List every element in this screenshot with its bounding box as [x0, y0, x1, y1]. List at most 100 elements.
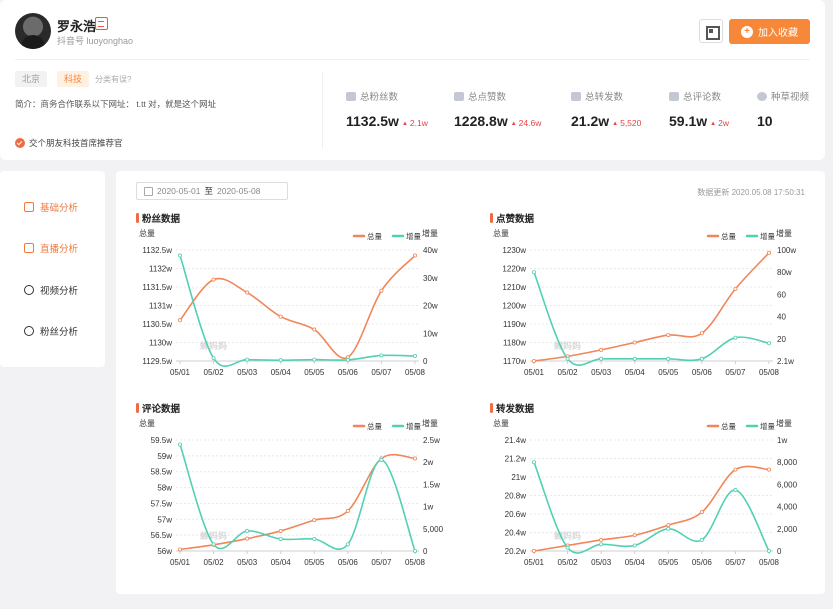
- data-point: [632, 533, 637, 538]
- left-axis-label: 总量: [139, 228, 155, 238]
- date-range-picker[interactable]: 2020-05-01 至 2020-05-08: [136, 182, 288, 200]
- sidebar-item-live[interactable]: 直播分析: [24, 241, 78, 255]
- sidebar-item-video[interactable]: 视频分析: [24, 283, 78, 297]
- x-tick-label: 05/08: [405, 368, 426, 377]
- data-point: [412, 253, 417, 258]
- chart-title: 转发数据: [496, 403, 535, 415]
- legend-item: 增量: [406, 421, 421, 431]
- data-point: [599, 542, 604, 547]
- data-point: [379, 353, 384, 358]
- data-point: [632, 356, 637, 361]
- x-tick-label: 05/02: [204, 558, 225, 567]
- left-tick-label: 58.5w: [151, 468, 173, 477]
- x-tick-label: 05/02: [558, 558, 579, 567]
- data-point: [632, 340, 637, 345]
- data-point: [766, 548, 771, 553]
- data-point: [733, 286, 738, 291]
- profile-name: 罗永浩: [57, 19, 97, 34]
- left-tick-label: 20.4w: [505, 529, 527, 538]
- check-icon: [15, 138, 25, 148]
- qr-code-button[interactable]: [699, 19, 723, 43]
- stat-likes: 总点赞数 1228.8w24.6w: [454, 89, 541, 129]
- divider: [15, 59, 810, 60]
- watermark-text: 蝉妈妈: [200, 530, 227, 541]
- data-point: [565, 356, 570, 361]
- data-point: [312, 357, 317, 362]
- data-point: [245, 290, 250, 295]
- left-tick-label: 57.5w: [151, 499, 173, 508]
- video-icon: [757, 91, 767, 101]
- sidebar-item-basic[interactable]: 基础分析: [24, 200, 78, 214]
- wrong-category-link[interactable]: 分类有误?: [95, 75, 132, 84]
- x-tick-label: 05/04: [271, 368, 292, 377]
- chart-shares: 转发数据 总量 增量 总量 增量 20.2w 20.4w 20.6w 20.8w 21w 21.2w…: [490, 399, 810, 589]
- data-point: [245, 357, 250, 362]
- analysis-panel: 2020-05-01 至 2020-05-08 数据更新 2020.05.08 …: [116, 171, 825, 594]
- right-tick-label: 0: [423, 547, 428, 556]
- data-point: [345, 508, 350, 513]
- stat-value: 1228.8w: [454, 113, 508, 129]
- data-point: [278, 528, 283, 533]
- data-point: [278, 358, 283, 363]
- right-tick-label: 40: [777, 313, 786, 322]
- stat-delta: 2.1w: [402, 118, 428, 128]
- sidebar-item-label: 直播分析: [40, 244, 79, 255]
- legend-item: 总量: [367, 421, 382, 431]
- sidebar-item-label: 粉丝分析: [40, 327, 79, 338]
- x-tick-label: 05/07: [725, 558, 746, 567]
- x-tick-label: 05/03: [237, 368, 258, 377]
- data-point: [532, 358, 537, 363]
- x-tick-label: 05/03: [591, 368, 612, 377]
- data-point: [379, 288, 384, 293]
- data-point: [666, 523, 671, 528]
- data-point: [666, 356, 671, 361]
- data-point: [312, 327, 317, 332]
- data-point: [178, 442, 183, 447]
- sidebar: 基础分析 直播分析 视频分析 粉丝分析: [0, 171, 105, 367]
- left-tick-label: 20.6w: [505, 510, 527, 519]
- left-tick-label: 1190w: [503, 320, 526, 329]
- right-tick-label: 10w: [423, 329, 438, 338]
- x-tick-label: 05/06: [692, 368, 713, 377]
- heart-icon: [454, 91, 464, 101]
- watermark-text: 蝉妈妈: [554, 530, 581, 541]
- right-tick-label: 1w: [777, 436, 787, 445]
- stat-comments: 总评论数 59.1w2w: [669, 89, 729, 129]
- stat-label: 总点赞数: [468, 92, 507, 103]
- series-line: [179, 254, 416, 360]
- x-tick-label: 05/03: [237, 558, 258, 567]
- data-point: [178, 318, 183, 323]
- data-point: [632, 543, 637, 548]
- avatar[interactable]: [15, 13, 51, 49]
- data-point: [666, 526, 671, 531]
- legend-item: 总量: [721, 231, 736, 241]
- data-point: [412, 456, 417, 461]
- x-tick-label: 05/08: [759, 368, 780, 377]
- x-tick-label: 05/01: [170, 368, 191, 377]
- stat-value: 1132.5w: [346, 113, 399, 129]
- left-tick-label: 56w: [157, 547, 172, 556]
- x-tick-label: 05/01: [524, 558, 545, 567]
- location-tag: 北京: [15, 71, 48, 87]
- stat-label: 总评论数: [683, 92, 722, 103]
- add-favorite-button[interactable]: + 加入收藏: [729, 19, 810, 44]
- x-tick-label: 05/06: [338, 558, 359, 567]
- left-tick-label: 59.5w: [151, 436, 173, 445]
- right-tick-label: 5,000: [423, 525, 444, 534]
- x-tick-label: 05/07: [371, 558, 392, 567]
- profile-card: 罗永浩 抖音号 luoyonghao + 加入收藏 北京 科技 分类有误? 简介…: [0, 0, 825, 160]
- right-tick-label: 30w: [423, 274, 438, 283]
- legend-item: 总量: [367, 231, 382, 241]
- title-bar-icon: [490, 213, 493, 223]
- right-tick-label: 60: [777, 290, 786, 299]
- stat-label: 总粉丝数: [360, 92, 399, 103]
- sidebar-item-fans[interactable]: 粉丝分析: [24, 324, 78, 338]
- right-tick-label: 8,000: [777, 458, 798, 467]
- left-tick-label: 20.2w: [505, 547, 527, 556]
- left-axis-label: 总量: [139, 418, 155, 428]
- left-tick-label: 1131.5w: [142, 283, 172, 292]
- plus-icon: +: [741, 25, 753, 38]
- stat-videos: 种草视频 10: [757, 89, 809, 129]
